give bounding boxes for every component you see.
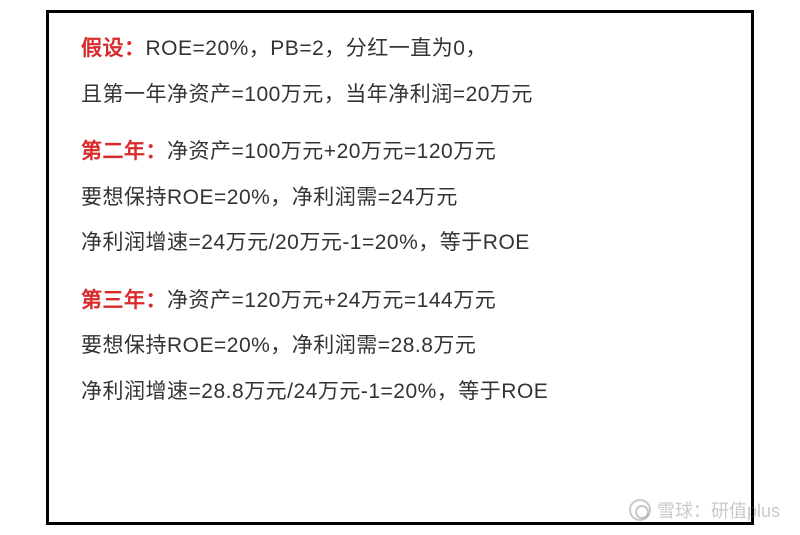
xueqiu-icon: [629, 499, 651, 521]
section3-line2: 要想保持ROE=20%，净利润需=28.8万元: [81, 330, 719, 362]
section3-line1: 第三年：净资产=120万元+24万元=144万元: [81, 285, 719, 317]
section2-line3: 净利润增速=24万元/20万元-1=20%，等于ROE: [81, 227, 719, 259]
section3-label: 第三年：: [81, 289, 167, 312]
section2-line2: 要想保持ROE=20%，净利润需=24万元: [81, 182, 719, 214]
watermark: 雪球：研值plus: [629, 497, 780, 523]
watermark-text: 雪球：研值plus: [657, 497, 780, 523]
section1-line2: 且第一年净资产=100万元，当年净利润=20万元: [81, 79, 719, 111]
section1-line1: 假设：ROE=20%，PB=2，分红一直为0，: [81, 33, 719, 65]
section1-label: 假设：: [81, 37, 146, 60]
section2-line1-text: 净资产=100万元+20万元=120万元: [167, 140, 496, 163]
section3-line3: 净利润增速=28.8万元/24万元-1=20%，等于ROE: [81, 376, 719, 408]
section3-line1-text: 净资产=120万元+24万元=144万元: [167, 289, 496, 312]
section1-line1-text: ROE=20%，PB=2，分红一直为0，: [146, 37, 487, 60]
section2-label: 第二年：: [81, 140, 167, 163]
content-frame: 假设：ROE=20%，PB=2，分红一直为0， 且第一年净资产=100万元，当年…: [46, 10, 754, 525]
section2-line1: 第二年：净资产=100万元+20万元=120万元: [81, 136, 719, 168]
